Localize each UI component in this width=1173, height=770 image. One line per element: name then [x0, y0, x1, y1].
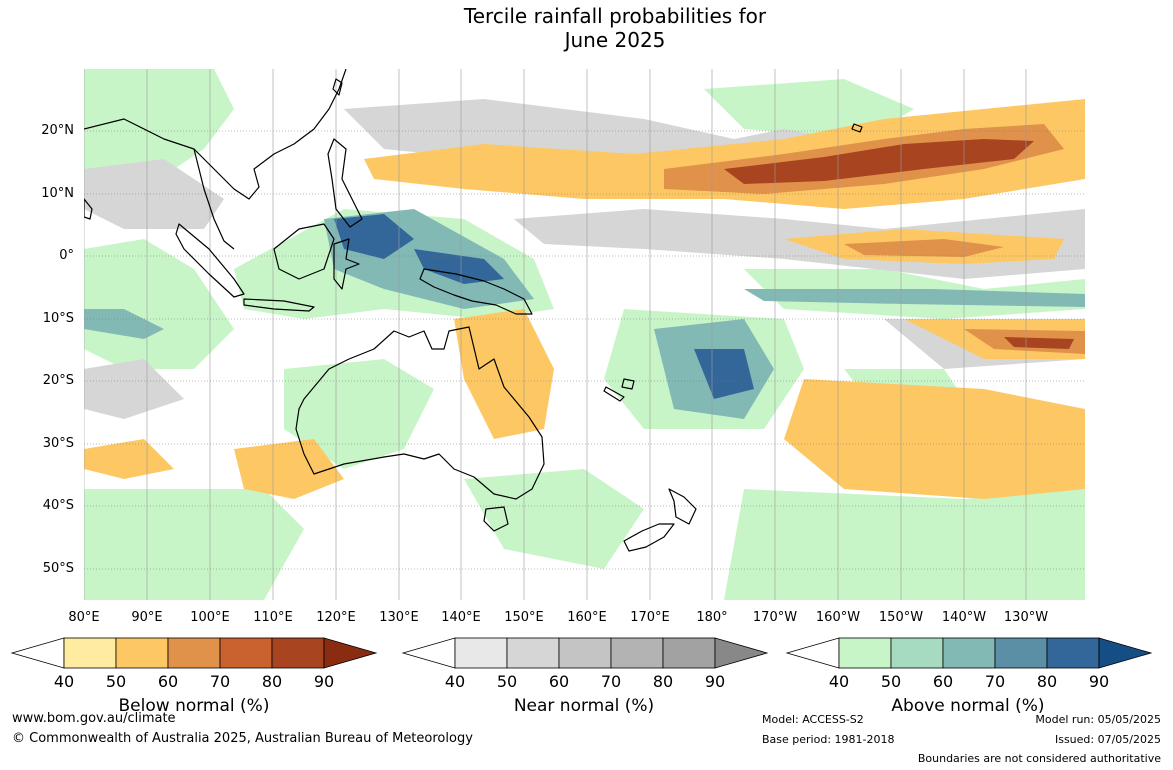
nz-south-coastline	[623, 523, 675, 552]
below-normal-regions	[84, 99, 1085, 499]
tasmania-coastline	[483, 506, 509, 532]
cb-above-tick: 60	[932, 672, 954, 691]
model-text: Model: ACCESS-S2	[762, 713, 864, 726]
taiwan-coastline	[332, 78, 343, 96]
coastlines	[84, 69, 863, 552]
java-coastline	[243, 298, 315, 312]
cb-near-title: Near normal (%)	[513, 696, 655, 716]
malay-peninsula-coastline	[193, 148, 235, 250]
probability-map	[84, 69, 1085, 600]
cb-below-swatch-70	[219, 637, 273, 669]
sumatra-coastline	[175, 223, 245, 298]
copyright-text: © Commonwealth of Australia 2025, Austra…	[12, 731, 473, 746]
lat-label: 50°S	[42, 561, 74, 576]
cb-below-tick: 70	[209, 672, 231, 691]
lon-label: 90°E	[131, 610, 163, 625]
cb-near-tick: 70	[600, 672, 622, 691]
cb-below-swatch-50	[115, 637, 169, 669]
model-run-text: Model run: 05/05/2025	[1035, 713, 1161, 726]
lon-label: 80°E	[68, 610, 100, 625]
graticule	[84, 130, 1085, 570]
new-guinea-coastline	[419, 268, 533, 315]
base-period-text: Base period: 1981-2018	[762, 733, 895, 746]
above-normal-very-strong	[334, 214, 754, 399]
title-line-1: Tercile rainfall probabilities for	[463, 4, 767, 28]
above-normal-regions	[84, 69, 1085, 600]
near-normal-colorbar	[401, 637, 769, 669]
website-link[interactable]: www.bom.gov.au/climate	[12, 711, 176, 726]
borneo-coastline	[273, 223, 335, 280]
fiji-coastline	[621, 378, 635, 390]
lon-label: 160°W	[815, 610, 861, 625]
lon-label: 150°W	[878, 610, 924, 625]
philippines-coastline	[327, 138, 363, 228]
cb-above-tick: 70	[984, 672, 1006, 691]
cb-above-title: Above normal (%)	[891, 696, 1045, 716]
cb-near-tick: 80	[652, 672, 674, 691]
cb-above-tick: 40	[828, 672, 850, 691]
lon-label: 180°	[696, 610, 728, 625]
cb-above-tick: 80	[1036, 672, 1058, 691]
map-canvas	[84, 69, 1085, 600]
cb-below-tick: 60	[157, 672, 179, 691]
cb-below-swatch-40	[63, 637, 117, 669]
lat-label: 0°	[59, 248, 74, 263]
sulawesi-coastline	[333, 238, 360, 290]
lon-label: 100°E	[190, 610, 230, 625]
sri-lanka-coastline	[84, 198, 93, 220]
cb-above-tick: 90	[1088, 672, 1110, 691]
cb-above-tick: 50	[880, 672, 902, 691]
australia-coastline	[295, 326, 545, 500]
cb-near-tick: 90	[704, 672, 726, 691]
cb-below-tick: 90	[313, 672, 335, 691]
cb-near-tick: 40	[444, 672, 466, 691]
lat-label: 20°S	[42, 373, 74, 388]
cb-below-swatch-60	[167, 637, 221, 669]
above-normal-colorbar	[785, 637, 1153, 669]
cb-below-tick: 50	[105, 672, 127, 691]
lon-label: 130°W	[1003, 610, 1049, 625]
title-line-2: June 2025	[564, 28, 666, 52]
lon-label: 150°E	[504, 610, 544, 625]
lat-label: 30°S	[42, 436, 74, 451]
meridians	[84, 69, 1027, 600]
hawaii-coastline	[851, 123, 863, 133]
lat-label: 20°N	[41, 123, 74, 138]
lat-label: 10°S	[42, 311, 74, 326]
issued-text: Issued: 07/05/2025	[1054, 733, 1161, 746]
lon-label: 110°E	[253, 610, 293, 625]
lon-label: 140°E	[441, 610, 481, 625]
nz-north-coastline	[668, 488, 697, 525]
lon-label: 170°W	[752, 610, 798, 625]
lon-label: 140°W	[941, 610, 987, 625]
new-caledonia-coastline	[603, 386, 625, 402]
below-normal-very-strong	[724, 139, 1074, 349]
cb-below-tick: 40	[53, 672, 75, 691]
cb-below-tick: 80	[261, 672, 283, 691]
map-title: Tercile rainfall probabilities for June …	[0, 4, 1173, 52]
lon-label: 160°E	[567, 610, 607, 625]
cb-near-tick: 50	[496, 672, 518, 691]
disclaimer-text: Boundaries are not considered authoritat…	[917, 752, 1161, 765]
cb-below-swatch-80	[271, 637, 325, 669]
cb-below-title: Below normal (%)	[118, 696, 270, 716]
lon-label: 120°E	[316, 610, 356, 625]
lon-label: 170°E	[630, 610, 670, 625]
se-asia-coastline	[84, 69, 347, 200]
cb-near-tick: 60	[548, 672, 570, 691]
lat-label: 10°N	[41, 186, 74, 201]
lat-label: 40°S	[42, 498, 74, 513]
below-normal-colorbar	[10, 637, 378, 669]
lon-label: 130°E	[379, 610, 419, 625]
